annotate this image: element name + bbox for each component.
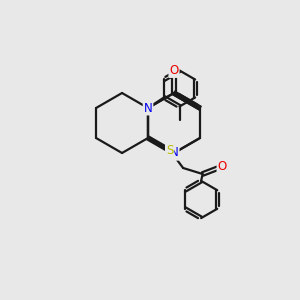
Text: S: S xyxy=(166,143,173,157)
Text: N: N xyxy=(144,101,152,115)
Text: O: O xyxy=(169,64,178,77)
Text: O: O xyxy=(218,160,227,173)
Text: N: N xyxy=(169,146,178,160)
Text: N: N xyxy=(169,146,178,160)
